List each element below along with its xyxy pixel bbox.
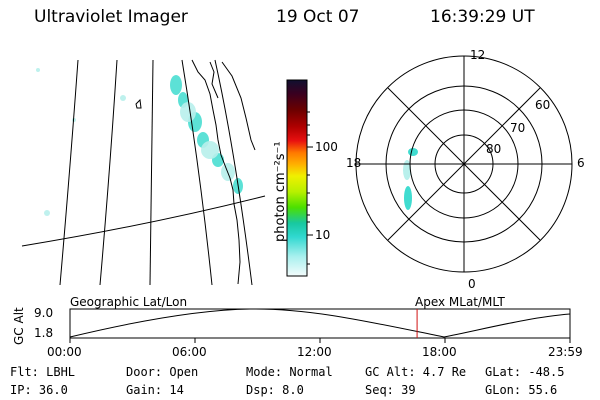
- header-date: 19 Oct 07: [276, 7, 360, 27]
- polar-lat-60: 60: [535, 98, 551, 112]
- coastline: [191, 59, 241, 285]
- polar-aurora: [404, 148, 418, 210]
- polar-lat-70: 70: [510, 121, 526, 135]
- colorbar-gradient: [286, 79, 308, 277]
- coastline-east: [221, 61, 256, 151]
- info-dsp: Dsp: 8.0: [246, 383, 304, 397]
- coastline-north: [209, 61, 219, 99]
- xtick-1200: 12:00: [297, 345, 332, 359]
- altitude-curve: [69, 308, 571, 338]
- polar-label-18: 18: [346, 156, 362, 170]
- polar-label-6: 6: [577, 156, 585, 170]
- xtick-0600: 06:00: [172, 345, 207, 359]
- timeline-left-caption: Geographic Lat/Lon: [70, 295, 188, 309]
- island-outline: [135, 98, 142, 109]
- xtick-1800: 18:00: [422, 345, 457, 359]
- longitude-lines: [59, 59, 253, 286]
- info-gc-alt: GC Alt: 4.7 Re: [365, 365, 467, 379]
- polar-lat-80: 80: [486, 142, 502, 156]
- timeline-ymin: 1.8: [34, 326, 54, 340]
- info-glon: GLon: 55.6: [485, 383, 558, 397]
- xtick-0000: 00:00: [47, 345, 82, 359]
- info-glat: GLat: -48.5: [485, 365, 565, 379]
- colorbar-tick-label-100: 100: [315, 140, 338, 154]
- colorbar-tick-label-10: 10: [315, 228, 331, 242]
- info-seq: Seq: 39: [365, 383, 416, 397]
- timeline-right-caption: Apex MLat/MLT: [415, 295, 505, 309]
- header-time: 16:39:29 UT: [430, 7, 535, 27]
- latitude-line: [21, 195, 266, 247]
- polar-label-12: 12: [470, 48, 486, 62]
- app-title: Ultraviolet Imager: [34, 7, 188, 27]
- polar-label-0: 0: [468, 277, 476, 291]
- info-ip: IP: 36.0: [10, 383, 68, 397]
- info-gain: Gain: 14: [126, 383, 184, 397]
- info-mode: Mode: Normal: [246, 365, 333, 379]
- timeline-ymax: 9.0: [34, 306, 54, 320]
- xtick-2359: 23:59: [548, 345, 583, 359]
- polar-grid: [355, 55, 573, 273]
- info-door: Door: Open: [126, 365, 199, 379]
- info-filter: Flt: LBHL: [10, 365, 76, 379]
